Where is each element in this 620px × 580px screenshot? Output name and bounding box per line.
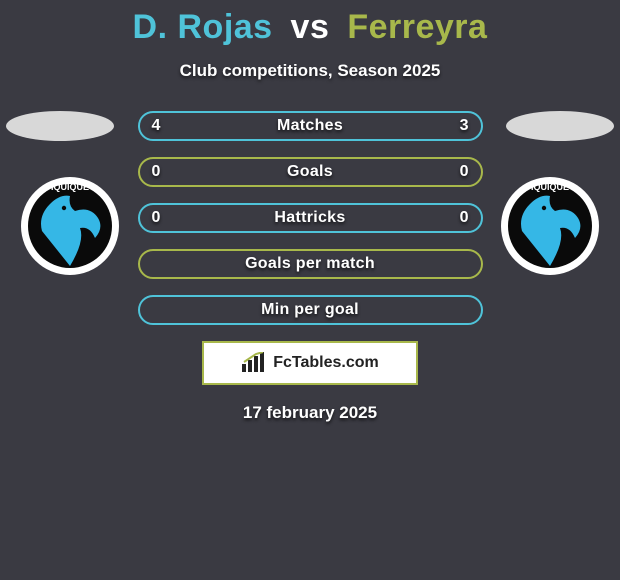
player1-club-badge: IQUIQUE [20, 176, 120, 276]
player2-ellipse [506, 111, 614, 141]
stat-label: Hattricks [274, 209, 345, 227]
club-badge-icon: IQUIQUE [20, 176, 120, 276]
stat-row-goals: 0 Goals 0 [138, 157, 483, 187]
club-badge-icon: IQUIQUE [500, 176, 600, 276]
stat-label: Goals per match [245, 255, 375, 273]
stat-row-matches: 4 Matches 3 [138, 111, 483, 141]
stat-row-hattricks: 0 Hattricks 0 [138, 203, 483, 233]
comparison-arena: IQUIQUE IQUIQUE 4 Matches 3 0 Goals 0 0 … [0, 111, 620, 423]
comparison-title: D. Rojas vs Ferreyra [0, 0, 620, 47]
stat-right-value: 0 [460, 209, 469, 227]
player2-club-badge: IQUIQUE [500, 176, 600, 276]
stat-label: Min per goal [261, 301, 359, 319]
svg-text:IQUIQUE: IQUIQUE [531, 182, 569, 192]
subtitle: Club competitions, Season 2025 [0, 61, 620, 81]
date-label: 17 february 2025 [0, 403, 620, 423]
svg-text:IQUIQUE: IQUIQUE [51, 182, 89, 192]
stat-right-value: 0 [460, 163, 469, 181]
stat-left-value: 0 [152, 209, 161, 227]
stat-left-value: 4 [152, 117, 161, 135]
stat-label: Goals [287, 163, 333, 181]
brand-box: FcTables.com [202, 341, 418, 385]
stat-right-value: 3 [460, 117, 469, 135]
stat-row-min-per-goal: Min per goal [138, 295, 483, 325]
player2-name: Ferreyra [347, 8, 487, 46]
stat-row-goals-per-match: Goals per match [138, 249, 483, 279]
player1-name: D. Rojas [133, 8, 273, 46]
bar-chart-icon [241, 352, 267, 374]
brand-text: FcTables.com [273, 354, 379, 372]
player1-ellipse [6, 111, 114, 141]
stat-label: Matches [277, 117, 343, 135]
vs-label: vs [291, 8, 330, 46]
stats-rows: 4 Matches 3 0 Goals 0 0 Hattricks 0 Goal… [138, 111, 483, 325]
stat-left-value: 0 [152, 163, 161, 181]
